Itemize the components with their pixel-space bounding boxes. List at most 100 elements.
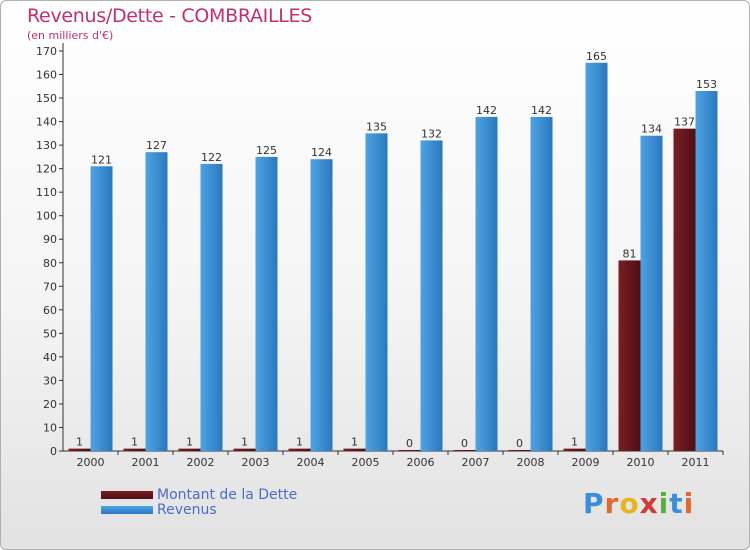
y-tick-label: 160: [36, 69, 57, 82]
bar-revenus: [310, 159, 333, 451]
data-label-revenus: 124: [311, 146, 332, 159]
data-label-revenus: 125: [256, 144, 277, 157]
data-label-revenus: 134: [641, 123, 662, 136]
bar-dette: [178, 448, 201, 451]
y-tick-label: 10: [43, 421, 57, 434]
logo-letter: o: [619, 487, 640, 520]
bar-dette: [68, 448, 91, 451]
x-tick-label: 2005: [352, 456, 380, 469]
chart-subtitle: (en milliers d'€): [27, 29, 114, 42]
legend-item-dette: Montant de la Dette: [101, 486, 298, 503]
bar-revenus: [640, 135, 663, 452]
y-tick-label: 60: [43, 304, 57, 317]
data-label-dette: 1: [351, 436, 358, 449]
bar-dette: [618, 260, 641, 451]
x-tick-label: 2009: [572, 456, 600, 469]
y-tick-label: 30: [43, 374, 57, 387]
data-label-dette: 1: [571, 436, 578, 449]
data-label-dette: 1: [131, 436, 138, 449]
y-tick-label: 120: [36, 163, 57, 176]
legend-label-dette: Montant de la Dette: [157, 486, 298, 503]
y-tick-label: 20: [43, 398, 57, 411]
x-tick-label: 2006: [407, 456, 435, 469]
data-label-revenus: 165: [586, 50, 607, 63]
y-tick-label: 140: [36, 116, 57, 129]
legend-swatch-dette: [101, 490, 153, 499]
bar-revenus: [145, 152, 168, 452]
bar-revenus: [420, 140, 443, 452]
y-tick-label: 130: [36, 139, 57, 152]
bar-revenus: [475, 116, 498, 451]
logo-letter: i: [683, 487, 695, 520]
bar-dette: [288, 448, 311, 451]
bar-revenus: [585, 62, 608, 451]
logo-letter: t: [669, 487, 684, 520]
data-label-dette: 0: [461, 437, 468, 450]
y-tick-label: 110: [36, 186, 57, 199]
x-tick-label: 2001: [132, 456, 160, 469]
data-label-dette: 1: [76, 436, 83, 449]
legend: Montant de la Dette Revenus: [101, 486, 298, 518]
x-tick-label: 2000: [77, 456, 105, 469]
data-label-revenus: 142: [476, 104, 497, 117]
y-tick-label: 150: [36, 92, 57, 105]
x-tick-label: 2008: [517, 456, 545, 469]
legend-swatch-revenus: [101, 505, 153, 514]
y-tick-label: 90: [43, 233, 57, 246]
legend-label-revenus: Revenus: [157, 501, 217, 518]
data-label-revenus: 122: [201, 151, 222, 164]
data-label-revenus: 135: [366, 120, 387, 133]
x-tick-label: 2007: [462, 456, 490, 469]
y-tick-label: 0: [50, 445, 57, 458]
bar-dette: [233, 448, 256, 451]
legend-item-revenus: Revenus: [101, 501, 297, 518]
bar-revenus: [530, 116, 553, 451]
bar-dette: [453, 450, 476, 451]
bar-dette: [508, 450, 531, 451]
data-label-revenus: 132: [421, 127, 442, 140]
bar-revenus: [695, 91, 718, 451]
y-axis: 0 10 20 30 40 50 60 70 80 90 100 110 120 130 140 150 160…: [36, 43, 64, 458]
proxiti-logo: Proxiti: [583, 487, 694, 520]
bar-dette: [563, 448, 586, 451]
data-label-revenus: 127: [146, 139, 167, 152]
data-label-dette: 137: [674, 116, 695, 129]
bar-dette: [398, 450, 421, 451]
x-tick-label: 2010: [627, 456, 655, 469]
logo-letter: x: [639, 487, 659, 520]
x-axis: 2000 2001 2002 2003 2004 2005 2006 2007 2008 2009…: [63, 450, 724, 469]
data-label-dette: 81: [623, 247, 637, 260]
bar-revenus: [90, 166, 113, 451]
y-tick-label: 50: [43, 327, 57, 340]
y-tick-label: 80: [43, 257, 57, 270]
x-tick-label: 2004: [297, 456, 325, 469]
bar-revenus: [365, 133, 388, 451]
y-tick-label: 170: [36, 45, 57, 58]
x-tick-label: 2011: [682, 456, 710, 469]
data-label-dette: 1: [241, 436, 248, 449]
bars: [68, 62, 718, 452]
x-tick-label: 2002: [187, 456, 215, 469]
bar-dette: [123, 448, 146, 451]
logo-letter: P: [583, 487, 605, 520]
data-label-revenus: 153: [696, 78, 717, 91]
y-tick-label: 40: [43, 351, 57, 364]
y-tick-label: 100: [36, 210, 57, 223]
bar-dette: [673, 128, 696, 451]
data-label-dette: 1: [186, 436, 193, 449]
bar-revenus: [200, 163, 223, 452]
logo-letter: r: [604, 487, 620, 520]
x-tick-label: 2003: [242, 456, 270, 469]
bar-revenus: [255, 156, 278, 451]
data-label-dette: 0: [516, 437, 523, 450]
data-label-dette: 0: [406, 437, 413, 450]
y-tick-label: 70: [43, 280, 57, 293]
logo-letter: i: [658, 487, 670, 520]
data-label-revenus: 142: [531, 104, 552, 117]
chart-title: Revenus/Dette - COMBRAILLES: [27, 5, 313, 27]
data-labels: 1 121 1 127 1 122 1 125 1 124 1 135 0 132 0 142 0 142 1 165…: [76, 50, 717, 450]
data-label-revenus: 121: [91, 153, 112, 166]
data-label-dette: 1: [296, 436, 303, 449]
